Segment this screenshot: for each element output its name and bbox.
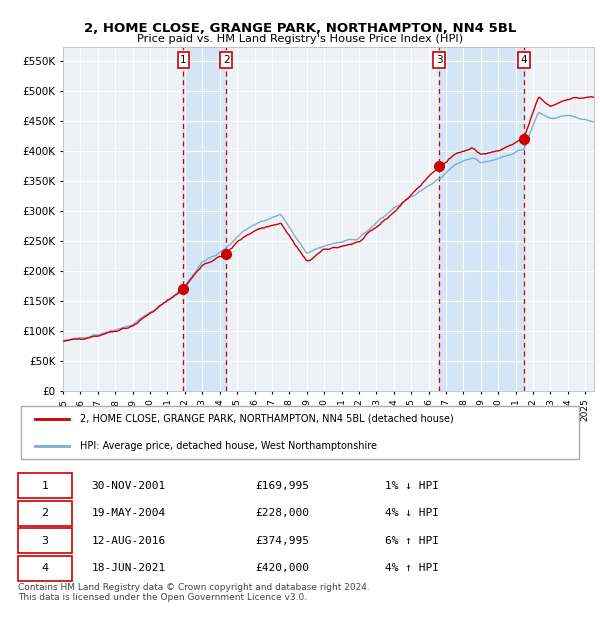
Text: 2: 2	[223, 55, 230, 65]
FancyBboxPatch shape	[18, 528, 71, 553]
Text: 2, HOME CLOSE, GRANGE PARK, NORTHAMPTON, NN4 5BL: 2, HOME CLOSE, GRANGE PARK, NORTHAMPTON,…	[84, 22, 516, 35]
FancyBboxPatch shape	[18, 500, 71, 526]
Text: HPI: Average price, detached house, West Northamptonshire: HPI: Average price, detached house, West…	[80, 441, 377, 451]
Text: £228,000: £228,000	[255, 508, 309, 518]
Text: 4: 4	[520, 55, 527, 65]
Text: 1: 1	[180, 55, 187, 65]
Text: Contains HM Land Registry data © Crown copyright and database right 2024.
This d: Contains HM Land Registry data © Crown c…	[18, 583, 370, 602]
Bar	[439, 46, 524, 391]
Text: 30-NOV-2001: 30-NOV-2001	[91, 480, 166, 490]
Text: £374,995: £374,995	[255, 536, 309, 546]
Text: 2: 2	[41, 508, 49, 518]
Text: 1% ↓ HPI: 1% ↓ HPI	[385, 480, 439, 490]
Text: 19-MAY-2004: 19-MAY-2004	[91, 508, 166, 518]
Text: 12-AUG-2016: 12-AUG-2016	[91, 536, 166, 546]
FancyBboxPatch shape	[18, 556, 71, 581]
Text: 1: 1	[41, 480, 49, 490]
Text: 4: 4	[41, 563, 49, 574]
Text: 18-JUN-2021: 18-JUN-2021	[91, 563, 166, 574]
Text: £420,000: £420,000	[255, 563, 309, 574]
Bar	[184, 46, 226, 391]
Text: 2, HOME CLOSE, GRANGE PARK, NORTHAMPTON, NN4 5BL (detached house): 2, HOME CLOSE, GRANGE PARK, NORTHAMPTON,…	[80, 414, 454, 424]
Text: 6% ↑ HPI: 6% ↑ HPI	[385, 536, 439, 546]
FancyBboxPatch shape	[18, 473, 71, 498]
Text: £169,995: £169,995	[255, 480, 309, 490]
Text: 4% ↑ HPI: 4% ↑ HPI	[385, 563, 439, 574]
Text: 3: 3	[436, 55, 443, 65]
Text: 4% ↓ HPI: 4% ↓ HPI	[385, 508, 439, 518]
Text: 3: 3	[41, 536, 49, 546]
Text: Price paid vs. HM Land Registry's House Price Index (HPI): Price paid vs. HM Land Registry's House …	[137, 34, 463, 44]
FancyBboxPatch shape	[21, 406, 579, 459]
